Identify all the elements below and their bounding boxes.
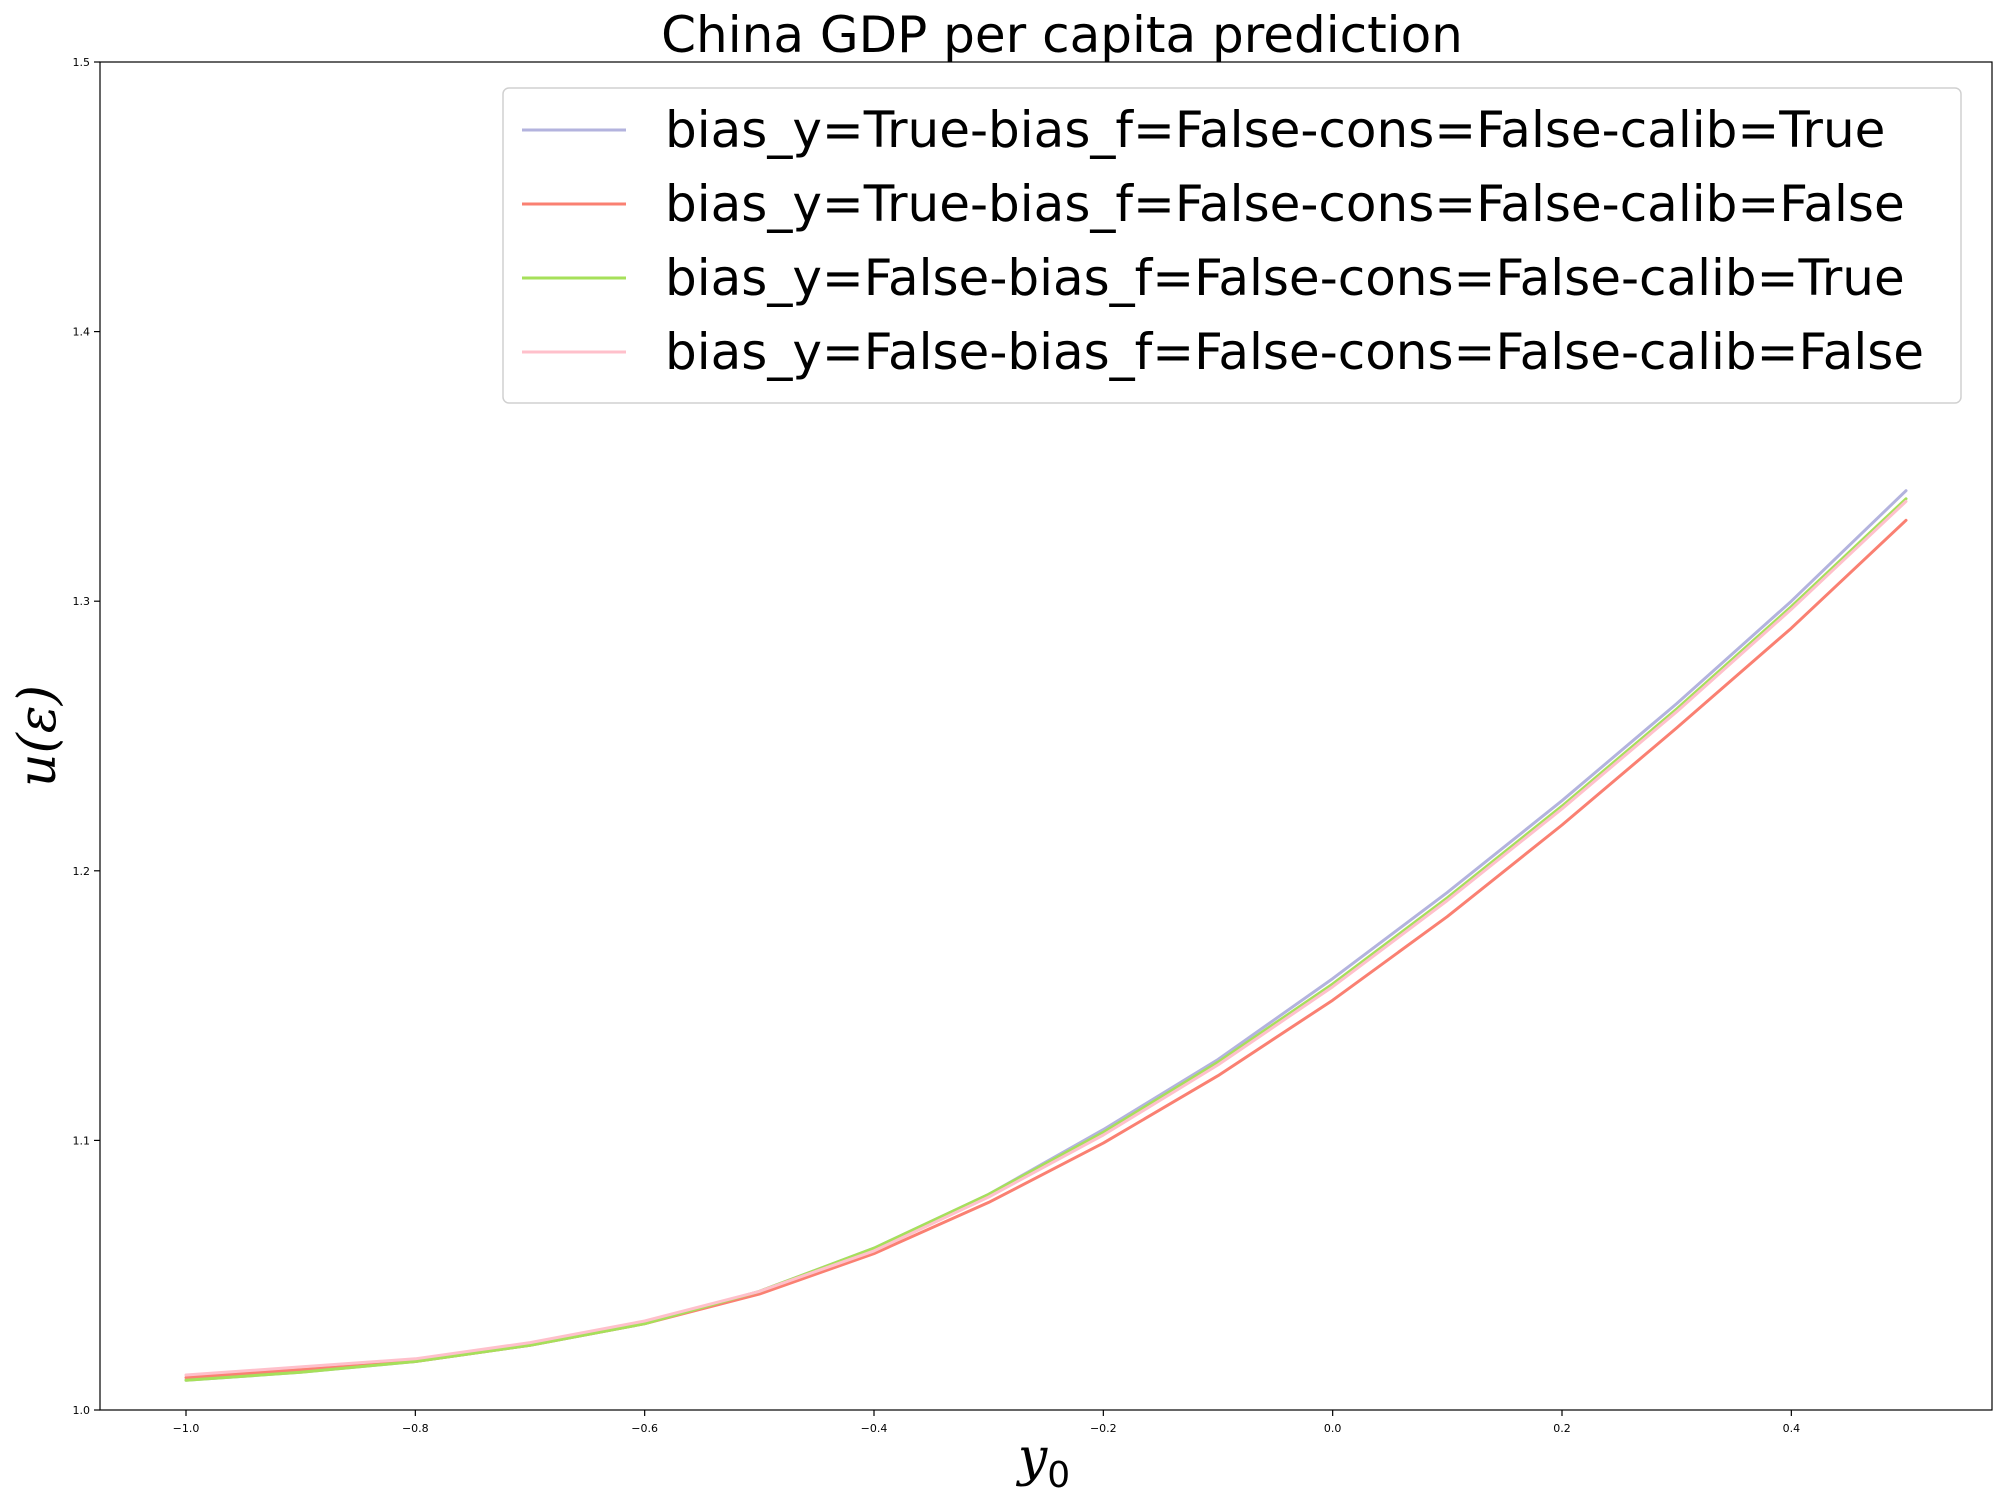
y-tick-label: 1.5 [73,56,91,69]
legend-items: bias_y=True-bias_f=False-cons=False-cali… [522,101,1924,381]
x-tick-label: −0.4 [861,1422,888,1435]
x-tick-label: −0.6 [631,1422,658,1435]
y-tick-label: 1.3 [73,595,91,608]
legend-label-4: bias_y=False-bias_f=False-cons=False-cal… [665,323,1924,381]
x-axis-label-subscript: 0 [1047,1455,1070,1496]
x-tick-label: 0.2 [1553,1422,1571,1435]
x-tick-label: 0.0 [1324,1422,1342,1435]
y-axis-ticks: 1.0 1.1 1.2 1.3 1.4 1.5 [73,56,100,1417]
x-axis-label-main: y [1016,1428,1048,1488]
legend: bias_y=True-bias_f=False-cons=False-cali… [502,87,1962,404]
series-line-3 [184,497,1908,1382]
chart-title: China GDP per capita prediction [661,6,1463,64]
legend-label-2: bias_y=True-bias_f=False-cons=False-cali… [665,175,1905,233]
series-line-4 [184,499,1908,1377]
y-tick-label: 1.0 [73,1404,91,1417]
x-axis-label: y0 [1016,1428,1070,1496]
legend-box [502,87,1962,404]
legend-label-3: bias_y=False-bias_f=False-cons=False-cal… [665,249,1905,307]
x-tick-label: −0.2 [1090,1422,1117,1435]
series-lines [184,489,1908,1382]
x-axis-ticks: −1.0 −0.8 −0.6 −0.4 −0.2 0.0 0.2 0.4 [173,1410,1800,1435]
x-tick-label: 0.4 [1783,1422,1801,1435]
legend-label-1: bias_y=True-bias_f=False-cons=False-cali… [665,101,1885,159]
y-tick-label: 1.1 [73,1134,91,1147]
y-tick-label: 1.4 [73,326,91,339]
y-tick-label: 1.2 [73,865,91,878]
y-axis-label: u(ε) [8,685,68,787]
x-tick-label: −1.0 [173,1422,200,1435]
x-tick-label: −0.8 [402,1422,429,1435]
